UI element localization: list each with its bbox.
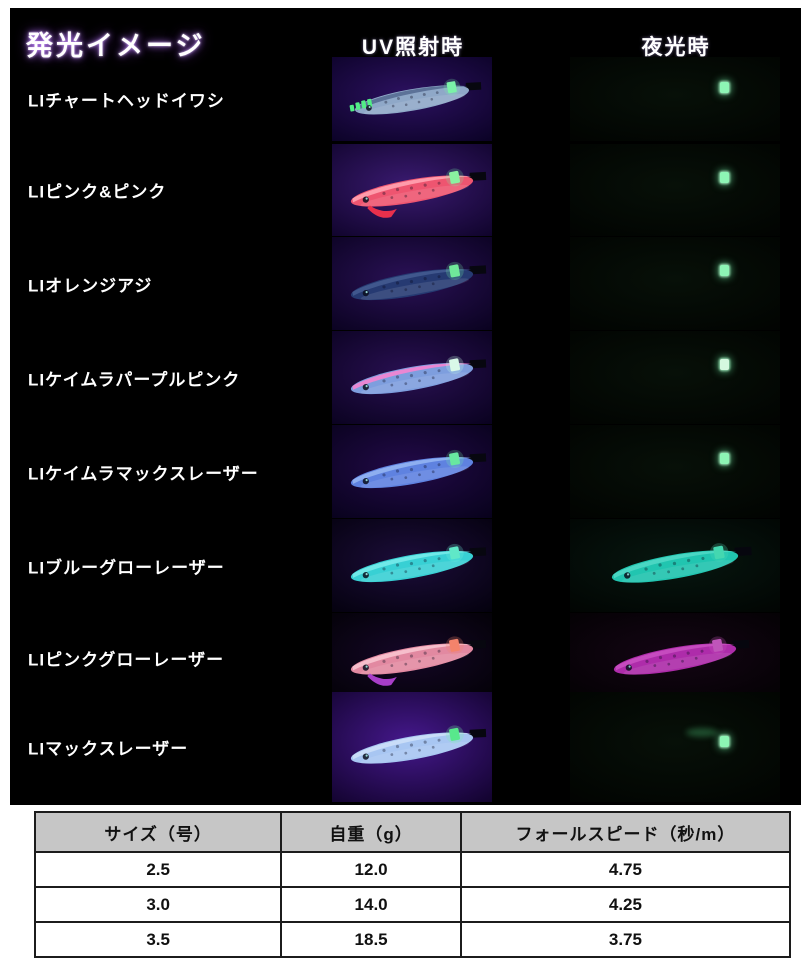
spec-cell-size: 3.5: [33, 921, 283, 958]
lure-graphic: [332, 331, 492, 424]
product-row: LIケイムラパープルピンク: [0, 331, 808, 424]
night-photo: [570, 519, 780, 612]
glow-dot-icon: [720, 736, 729, 747]
product-row: LIピンクグローレーザー: [0, 613, 808, 703]
night-photo: [570, 692, 780, 802]
spec-cell-size: 2.5: [33, 851, 283, 888]
spec-header-row: サイズ（号） 自重（g） フォールスピード（秒/m）: [33, 811, 792, 853]
spec-row: 2.5 12.0 4.75: [33, 851, 792, 888]
page-title: 発光イメージ: [26, 31, 206, 61]
spec-row: 3.0 14.0 4.25: [33, 886, 792, 923]
product-row: LIケイムラマックスレーザー: [0, 425, 808, 518]
product-label: LIピンク&ピンク: [28, 182, 167, 202]
spec-cell-weight: 18.5: [280, 921, 462, 958]
product-label: LIマックスレーザー: [28, 739, 189, 759]
lure-graphic: [332, 144, 492, 236]
uv-photo: [332, 144, 492, 236]
night-photo: [570, 425, 780, 518]
lure-graphic: [332, 425, 492, 518]
lure-graphic: [332, 692, 492, 802]
spec-cell-fallspeed: 4.75: [459, 851, 792, 888]
product-row: LIチャートヘッドイワシ: [0, 57, 808, 141]
product-row: LIピンク&ピンク: [0, 144, 808, 236]
product-label: LIブルーグローレーザー: [28, 558, 225, 577]
glow-dot-icon: [720, 171, 729, 183]
lure-graphic: [332, 613, 492, 703]
glow-dot-icon: [720, 82, 729, 94]
spec-cell-weight: 14.0: [280, 886, 462, 923]
spec-table: サイズ（号） 自重（g） フォールスピード（秒/m） 2.5 12.0 4.75…: [33, 811, 792, 958]
glow-dot-icon: [720, 264, 729, 276]
spec-cell-size: 3.0: [33, 886, 283, 923]
product-label: LIチャートヘッドイワシ: [28, 91, 225, 111]
product-label: LIオレンジアジ: [28, 276, 153, 295]
night-photo: [570, 331, 780, 424]
uv-photo: [332, 331, 492, 424]
spec-row: 3.5 18.5 3.75: [33, 921, 792, 958]
product-row: LIマックスレーザー: [0, 692, 808, 802]
glowing-lure-graphic: [570, 613, 780, 703]
product-row: LIブルーグローレーザー: [0, 519, 808, 612]
lure-graphic: [332, 237, 492, 330]
uv-photo: [332, 425, 492, 518]
spec-footer: サイズ（号） 自重（g） フォールスピード（秒/m） 2.5 12.0 4.75…: [0, 805, 808, 971]
column-header-night: 夜光時: [641, 36, 711, 59]
night-photo: [570, 237, 780, 330]
lure-graphic: [332, 57, 492, 141]
night-photo: [570, 144, 780, 236]
glowing-lure-graphic: [570, 519, 780, 612]
spec-cell-fallspeed: 3.75: [459, 921, 792, 958]
glow-dot-icon: [720, 452, 729, 464]
product-label: LIケイムラパープルピンク: [28, 370, 241, 389]
night-photo: [570, 613, 780, 703]
column-header-uv: UV照射時: [361, 36, 465, 59]
uv-photo: [332, 57, 492, 141]
lure-graphic: [332, 519, 492, 612]
uv-photo: [332, 613, 492, 703]
spec-header-weight: 自重（g）: [280, 811, 462, 853]
uv-photo: [332, 519, 492, 612]
night-photo: [570, 57, 780, 141]
uv-photo: [332, 237, 492, 330]
spec-cell-fallspeed: 4.25: [459, 886, 792, 923]
product-label: LIピンクグローレーザー: [28, 650, 225, 670]
uv-photo: [332, 692, 492, 802]
glow-dot-icon: [720, 358, 729, 370]
product-row: LIオレンジアジ: [0, 237, 808, 330]
glow-trail: [686, 728, 718, 738]
spec-header-fallspeed: フォールスピード（秒/m）: [459, 811, 792, 853]
spec-header-size: サイズ（号）: [33, 811, 283, 853]
product-label: LIケイムラマックスレーザー: [28, 464, 259, 483]
spec-cell-weight: 12.0: [280, 851, 462, 888]
